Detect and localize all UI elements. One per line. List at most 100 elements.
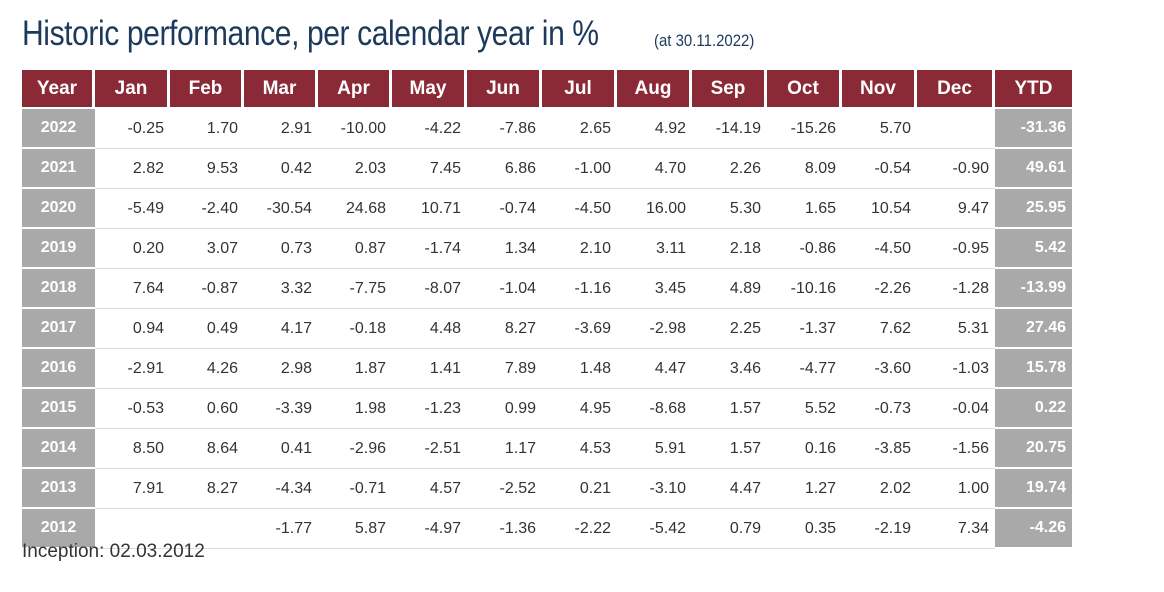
table-row: 2021 2.82 9.53 0.42 2.03 7.45 6.86 -1.00 4.70 2.2… xyxy=(22,149,1072,189)
month-cell: 2.82 xyxy=(95,149,170,189)
month-cell: -4.97 xyxy=(392,509,467,549)
month-cell: 5.91 xyxy=(617,429,692,469)
month-cell: 0.49 xyxy=(170,309,244,349)
month-cell: 1.27 xyxy=(767,469,842,509)
month-cell: 1.87 xyxy=(318,349,392,389)
month-cell: -0.18 xyxy=(318,309,392,349)
month-cell: 1.57 xyxy=(692,389,767,429)
header-row: Year Jan Feb Mar Apr May Jun Jul Aug Sep Oct Nov Dec… xyxy=(22,70,1072,107)
column-header-sep: Sep xyxy=(692,70,767,107)
month-cell: 1.41 xyxy=(392,349,467,389)
month-cell: 0.87 xyxy=(318,229,392,269)
month-cell: 9.53 xyxy=(170,149,244,189)
year-cell: 2021 xyxy=(22,149,95,189)
year-cell: 2013 xyxy=(22,469,95,509)
column-header-jun: Jun xyxy=(467,70,542,107)
month-cell: 7.62 xyxy=(842,309,917,349)
month-cell: 1.98 xyxy=(318,389,392,429)
month-cell: -5.49 xyxy=(95,189,170,229)
year-cell: 2017 xyxy=(22,309,95,349)
month-cell: -2.26 xyxy=(842,269,917,309)
ytd-cell: 27.46 xyxy=(995,309,1072,349)
year-cell: 2020 xyxy=(22,189,95,229)
table-row: 2013 7.91 8.27 -4.34 -0.71 4.57 -2.52 0.21 -3.10… xyxy=(22,469,1072,509)
month-cell: 1.65 xyxy=(767,189,842,229)
month-cell: -1.37 xyxy=(767,309,842,349)
column-header-jul: Jul xyxy=(542,70,617,107)
month-cell: -1.36 xyxy=(467,509,542,549)
year-cell: 2012 xyxy=(22,509,95,549)
ytd-cell: 20.75 xyxy=(995,429,1072,469)
month-cell: -14.19 xyxy=(692,107,767,149)
month-cell: 4.17 xyxy=(244,309,318,349)
month-cell: 8.27 xyxy=(170,469,244,509)
month-cell: 2.26 xyxy=(692,149,767,189)
table-row: 2020 -5.49 -2.40 -30.54 24.68 10.71 -0.74 -4.50… xyxy=(22,189,1072,229)
month-cell: 24.68 xyxy=(318,189,392,229)
month-cell: 3.07 xyxy=(170,229,244,269)
month-cell: -1.03 xyxy=(917,349,995,389)
year-cell: 2019 xyxy=(22,229,95,269)
column-header-year: Year xyxy=(22,70,95,107)
column-header-mar: Mar xyxy=(244,70,318,107)
month-cell: 1.34 xyxy=(467,229,542,269)
month-cell: 4.89 xyxy=(692,269,767,309)
month-cell: -0.87 xyxy=(170,269,244,309)
as-of-date: (at 30.11.2022) xyxy=(654,31,755,50)
month-cell: 1.48 xyxy=(542,349,617,389)
table-row: 2017 0.94 0.49 4.17 -0.18 4.48 8.27 -3.69 -2.98 2… xyxy=(22,309,1072,349)
month-cell: -10.16 xyxy=(767,269,842,309)
month-cell: -10.00 xyxy=(318,107,392,149)
performance-table: Year Jan Feb Mar Apr May Jun Jul Aug Sep Oct Nov Dec… xyxy=(22,70,1072,549)
column-header-apr: Apr xyxy=(318,70,392,107)
month-cell: 3.46 xyxy=(692,349,767,389)
month-cell: -7.86 xyxy=(467,107,542,149)
ytd-cell: 49.61 xyxy=(995,149,1072,189)
month-cell: -0.95 xyxy=(917,229,995,269)
year-cell: 2014 xyxy=(22,429,95,469)
month-cell: -0.04 xyxy=(917,389,995,429)
month-cell: 0.94 xyxy=(95,309,170,349)
month-cell: 1.57 xyxy=(692,429,767,469)
month-cell: 4.95 xyxy=(542,389,617,429)
month-cell: -2.52 xyxy=(467,469,542,509)
table-row: 2019 0.20 3.07 0.73 0.87 -1.74 1.34 2.10 3.11 2.1… xyxy=(22,229,1072,269)
month-cell: -4.34 xyxy=(244,469,318,509)
month-cell: -0.53 xyxy=(95,389,170,429)
month-cell: -7.75 xyxy=(318,269,392,309)
ytd-cell: 5.42 xyxy=(995,229,1072,269)
month-cell: 5.30 xyxy=(692,189,767,229)
month-cell: -2.98 xyxy=(617,309,692,349)
month-cell: 2.02 xyxy=(842,469,917,509)
month-cell: -2.91 xyxy=(95,349,170,389)
table-row: 2014 8.50 8.64 0.41 -2.96 -2.51 1.17 4.53 5.91 1.… xyxy=(22,429,1072,469)
month-cell: -1.28 xyxy=(917,269,995,309)
month-cell: 4.57 xyxy=(392,469,467,509)
month-cell xyxy=(95,509,170,549)
inception-note: Inception: 02.03.2012 xyxy=(22,541,205,562)
month-cell: 0.79 xyxy=(692,509,767,549)
month-cell: -2.51 xyxy=(392,429,467,469)
month-cell: 2.25 xyxy=(692,309,767,349)
column-header-may: May xyxy=(392,70,467,107)
month-cell: 3.11 xyxy=(617,229,692,269)
month-cell: -3.39 xyxy=(244,389,318,429)
month-cell: -4.50 xyxy=(842,229,917,269)
month-cell: 0.20 xyxy=(95,229,170,269)
month-cell: 7.64 xyxy=(95,269,170,309)
month-cell: -0.25 xyxy=(95,107,170,149)
month-cell: -8.68 xyxy=(617,389,692,429)
column-header-jan: Jan xyxy=(95,70,170,107)
month-cell: -3.10 xyxy=(617,469,692,509)
month-cell: -30.54 xyxy=(244,189,318,229)
month-cell: -1.04 xyxy=(467,269,542,309)
month-cell: -4.50 xyxy=(542,189,617,229)
month-cell: -15.26 xyxy=(767,107,842,149)
month-cell: 2.03 xyxy=(318,149,392,189)
month-cell: 8.50 xyxy=(95,429,170,469)
month-cell: 0.73 xyxy=(244,229,318,269)
month-cell: -3.60 xyxy=(842,349,917,389)
month-cell: 8.09 xyxy=(767,149,842,189)
month-cell: 5.87 xyxy=(318,509,392,549)
page-title: Historic performance, per calendar year … xyxy=(22,14,754,54)
